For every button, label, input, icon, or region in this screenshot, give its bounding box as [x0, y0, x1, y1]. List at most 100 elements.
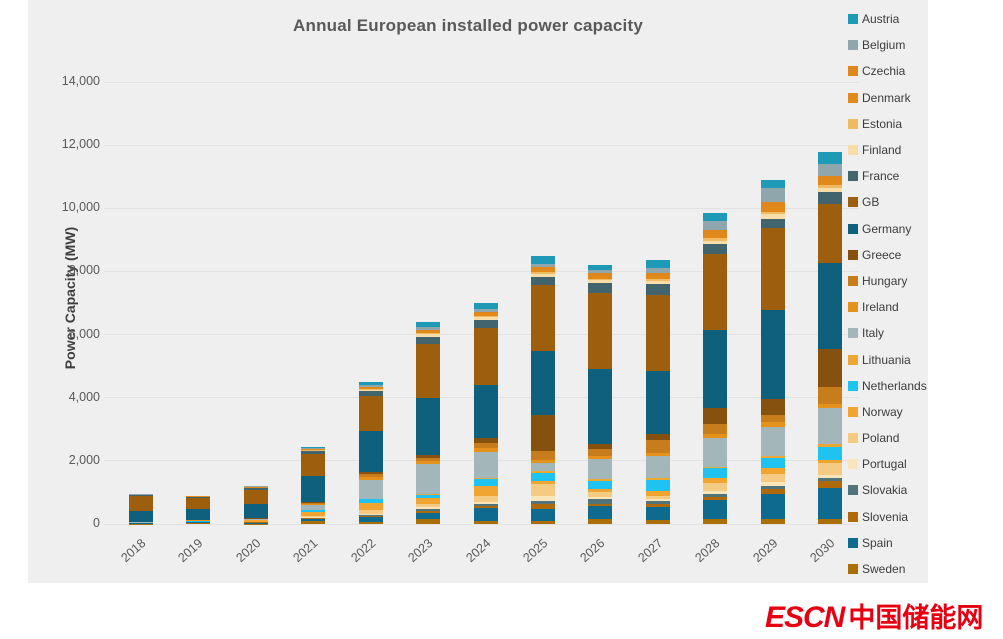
bar-segment-2026-slovenia	[588, 503, 613, 507]
y-axis-title: Power Capacity (MW)	[62, 226, 78, 370]
bar-segment-2027-greece	[645, 434, 670, 441]
legend-label: Netherlands	[862, 378, 927, 393]
y-tick-label-6000: 6,000	[68, 326, 100, 341]
bar-segment-2029-hungary	[760, 414, 785, 423]
legend-item-portugal: Portugal	[848, 451, 932, 477]
bar-segment-2028-france	[703, 244, 728, 254]
bar-segment-2027-poland	[645, 495, 670, 499]
bar-segment-2023-norway	[416, 497, 441, 505]
bar-2025	[530, 255, 555, 524]
bar-segment-2028-norway	[703, 477, 728, 483]
bar-segment-2030-czechia	[818, 175, 843, 181]
x-tick-label-2026: 2026	[577, 536, 608, 566]
bar-segment-2030-netherlands	[818, 447, 843, 460]
bar-segment-2020-france	[243, 488, 268, 490]
bar-segment-2026-france	[588, 283, 613, 293]
bar-segment-2029-greece	[760, 398, 785, 415]
legend-swatch-icon	[848, 406, 858, 417]
bar-segment-2029-netherlands	[760, 458, 785, 468]
chart-canvas: Annual European installed power capacity…	[28, 0, 928, 583]
bar-segment-2021-belgium	[301, 447, 326, 449]
bar-segment-2026-spain	[588, 506, 613, 519]
y-tick-label-14000: 14,000	[61, 74, 100, 88]
y-tick-label-4000: 4,000	[68, 389, 100, 404]
bar-segment-2027-estonia	[645, 279, 670, 281]
bar-segment-2026-greece	[588, 444, 613, 450]
bar-segment-2023-spain	[416, 512, 441, 520]
bar-segment-2029-belgium	[760, 187, 785, 203]
legend-swatch-icon	[848, 354, 858, 365]
bar-segment-2030-norway	[818, 459, 843, 464]
plot-area	[104, 81, 859, 525]
bar-segment-2027-belgium	[645, 268, 670, 274]
bar-segment-2022-germany	[358, 430, 383, 472]
bar-segment-2022-austria	[358, 382, 383, 386]
bar-segment-2030-poland	[818, 463, 843, 476]
legend-swatch-icon	[848, 40, 858, 51]
bar-segment-2027-italy	[645, 456, 670, 479]
bar-segment-2024-lithuania	[473, 477, 498, 479]
bar-segment-2026-czechia	[588, 273, 613, 276]
y-tick-label-0: 0	[93, 516, 100, 530]
bar-segment-2027-denmark	[645, 276, 670, 280]
bar-segment-2023-denmark	[416, 330, 441, 334]
bar-2024	[473, 303, 498, 524]
bar-segment-2026-hungary	[588, 449, 613, 456]
bar-segment-2030-germany	[818, 262, 843, 350]
bar-segment-2018-germany	[128, 510, 153, 522]
legend-item-poland: Poland	[848, 425, 932, 451]
bar-segment-2030-slovakia	[818, 478, 843, 482]
bar-segment-2027-france	[645, 284, 670, 296]
bar-segment-2027-spain	[645, 506, 670, 520]
bar-segment-2022-italy	[358, 479, 383, 499]
legend-label: Austria	[862, 12, 900, 27]
bar-segment-2028-sweden	[703, 518, 728, 524]
legend-label: Spain	[862, 535, 893, 550]
legend-item-france: France	[848, 163, 932, 189]
bar-segment-2028-estonia	[703, 238, 728, 241]
bar-segment-2023-netherlands	[416, 494, 441, 498]
x-tick-label-2027: 2027	[635, 536, 666, 566]
bar-segment-2023-portugal	[416, 507, 441, 509]
bar-segment-2025-ireland	[530, 460, 555, 464]
bar-segment-2018-denmark	[128, 494, 153, 496]
legend-swatch-icon	[848, 328, 858, 339]
bar-2023	[416, 322, 441, 524]
bar-segment-2028-gb	[703, 253, 728, 330]
bar-segment-2025-denmark	[530, 269, 555, 273]
bar-segment-2021-italy	[301, 505, 326, 510]
bar-segment-2027-netherlands	[645, 479, 670, 491]
bar-segment-2023-france	[416, 336, 441, 345]
gridline-8000	[104, 270, 859, 272]
bar-segment-2021-austria	[301, 446, 326, 448]
bar-segment-2025-gb	[530, 285, 555, 352]
bar-segment-2025-poland	[530, 483, 555, 496]
bar-segment-2028-slovakia	[703, 493, 728, 497]
bar-segment-2019-germany	[186, 509, 211, 521]
bar-segment-2025-austria	[530, 255, 555, 264]
bar-segment-2024-hungary	[473, 442, 498, 448]
bar-segment-2029-italy	[760, 427, 785, 456]
bar-segment-2030-belgium	[818, 163, 843, 176]
bar-segment-2021-poland	[301, 516, 326, 518]
bar-2030	[818, 151, 843, 524]
bar-segment-2021-france	[301, 451, 326, 455]
legend: Austria Belgium Czechia Denmark Estonia Finla…	[848, 6, 932, 582]
bar-segment-2022-hungary	[358, 474, 383, 477]
bar-segment-2028-portugal	[703, 490, 728, 494]
bar-segment-2029-france	[760, 218, 785, 229]
x-tick-label-2019: 2019	[175, 536, 206, 566]
bar-segment-2028-ireland	[703, 433, 728, 439]
bar-segment-2024-gb	[473, 327, 498, 385]
legend-swatch-icon	[848, 223, 858, 234]
bar-segment-2024-netherlands	[473, 478, 498, 487]
legend-item-spain: Spain	[848, 530, 932, 556]
legend-label: Poland	[862, 431, 900, 446]
y-tick-label-8000: 8,000	[68, 263, 100, 278]
legend-item-netherlands: Netherlands	[848, 373, 932, 399]
bar-segment-2027-ireland	[645, 453, 670, 457]
legend-swatch-icon	[848, 511, 858, 522]
legend-label: Portugal	[862, 457, 907, 472]
bar-segment-2022-portugal	[358, 513, 383, 515]
bar-segment-2025-estonia	[530, 272, 555, 275]
